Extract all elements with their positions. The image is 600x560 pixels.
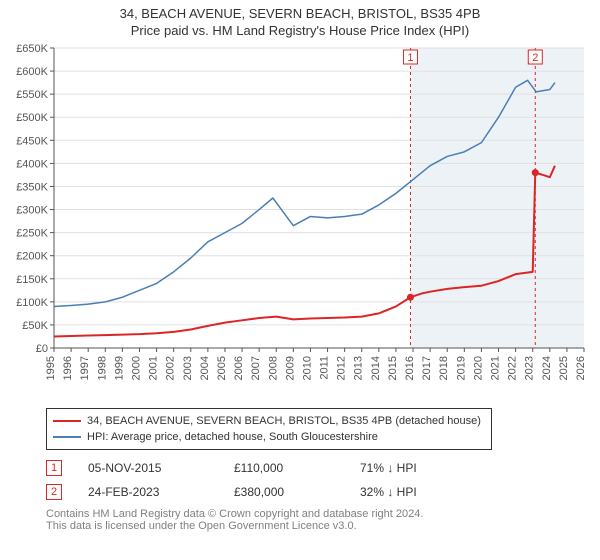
svg-text:2021: 2021 <box>490 356 502 380</box>
event-row: 2 24-FEB-2023 £380,000 32% ↓ HPI <box>46 484 600 500</box>
svg-text:1: 1 <box>407 52 413 64</box>
event-index-box: 1 <box>46 460 62 476</box>
svg-text:2000: 2000 <box>130 356 142 380</box>
svg-text:2019: 2019 <box>455 356 467 380</box>
svg-text:2009: 2009 <box>284 356 296 380</box>
legend-swatch <box>53 420 81 422</box>
svg-text:2: 2 <box>532 52 538 64</box>
svg-text:2026: 2026 <box>575 356 587 380</box>
svg-text:2024: 2024 <box>541 356 553 380</box>
svg-text:2015: 2015 <box>387 356 399 380</box>
svg-text:£250K: £250K <box>16 228 48 240</box>
marker-1 <box>407 294 414 301</box>
svg-text:£300K: £300K <box>16 205 48 217</box>
footer: Contains HM Land Registry data © Crown c… <box>46 508 600 532</box>
svg-text:2025: 2025 <box>558 356 570 380</box>
chart-svg: £0 £50K £100K £150K £200K £250K £300K £350K £400… <box>8 42 592 402</box>
svg-text:£550K: £550K <box>16 89 48 101</box>
svg-text:1995: 1995 <box>45 356 57 380</box>
svg-text:£0: £0 <box>36 343 48 355</box>
legend: 34, BEACH AVENUE, SEVERN BEACH, BRISTOL,… <box>46 408 492 450</box>
chart-title-line2: Price paid vs. HM Land Registry's House … <box>0 23 600 38</box>
legend-swatch <box>53 436 81 438</box>
svg-text:2013: 2013 <box>353 356 365 380</box>
svg-text:2001: 2001 <box>148 356 160 380</box>
svg-text:£50K: £50K <box>22 320 48 332</box>
event-date: 05-NOV-2015 <box>88 461 208 475</box>
svg-text:£450K: £450K <box>16 135 48 147</box>
svg-text:2016: 2016 <box>404 356 416 380</box>
svg-text:2022: 2022 <box>507 356 519 380</box>
svg-text:£600K: £600K <box>16 66 48 78</box>
svg-text:2002: 2002 <box>165 356 177 380</box>
event-index-box: 2 <box>46 484 62 500</box>
legend-label: 34, BEACH AVENUE, SEVERN BEACH, BRISTOL,… <box>87 413 481 429</box>
svg-text:£150K: £150K <box>16 274 48 286</box>
svg-text:£400K: £400K <box>16 158 48 170</box>
legend-label: HPI: Average price, detached house, Sout… <box>87 429 378 445</box>
event-date: 24-FEB-2023 <box>88 485 208 499</box>
footer-line1: Contains HM Land Registry data © Crown c… <box>46 508 600 520</box>
svg-text:2007: 2007 <box>250 356 262 380</box>
svg-text:1997: 1997 <box>79 356 91 380</box>
svg-text:1996: 1996 <box>62 356 74 380</box>
legend-item: HPI: Average price, detached house, Sout… <box>53 429 481 445</box>
svg-text:2020: 2020 <box>472 356 484 380</box>
svg-text:2011: 2011 <box>319 356 331 380</box>
events-table: 1 05-NOV-2015 £110,000 71% ↓ HPI 2 24-FEB-202… <box>46 460 600 500</box>
svg-text:£650K: £650K <box>16 43 48 55</box>
svg-text:2014: 2014 <box>370 356 382 380</box>
svg-text:2023: 2023 <box>524 356 536 380</box>
svg-text:£100K: £100K <box>16 297 48 309</box>
chart-area: £0 £50K £100K £150K £200K £250K £300K £350K £400… <box>8 42 592 402</box>
svg-text:2018: 2018 <box>438 356 450 380</box>
svg-text:2006: 2006 <box>233 356 245 380</box>
svg-text:2012: 2012 <box>336 356 348 380</box>
legend-item: 34, BEACH AVENUE, SEVERN BEACH, BRISTOL,… <box>53 413 481 429</box>
svg-text:2005: 2005 <box>216 356 228 380</box>
svg-text:2004: 2004 <box>199 356 211 380</box>
svg-text:£500K: £500K <box>16 112 48 124</box>
event-pct: 32% ↓ HPI <box>360 485 480 499</box>
footer-line2: This data is licensed under the Open Gov… <box>46 520 600 532</box>
svg-text:£200K: £200K <box>16 251 48 263</box>
svg-text:2010: 2010 <box>301 356 313 380</box>
svg-text:1998: 1998 <box>96 356 108 380</box>
svg-text:2008: 2008 <box>267 356 279 380</box>
event-row: 1 05-NOV-2015 £110,000 71% ↓ HPI <box>46 460 600 476</box>
svg-text:£350K: £350K <box>16 181 48 193</box>
chart-title-line1: 34, BEACH AVENUE, SEVERN BEACH, BRISTOL,… <box>0 6 600 21</box>
event-pct: 71% ↓ HPI <box>360 461 480 475</box>
svg-text:2003: 2003 <box>182 356 194 380</box>
event-price: £110,000 <box>234 461 334 475</box>
svg-text:2017: 2017 <box>421 356 433 380</box>
svg-text:1999: 1999 <box>113 356 125 380</box>
marker-2 <box>532 169 539 176</box>
event-price: £380,000 <box>234 485 334 499</box>
